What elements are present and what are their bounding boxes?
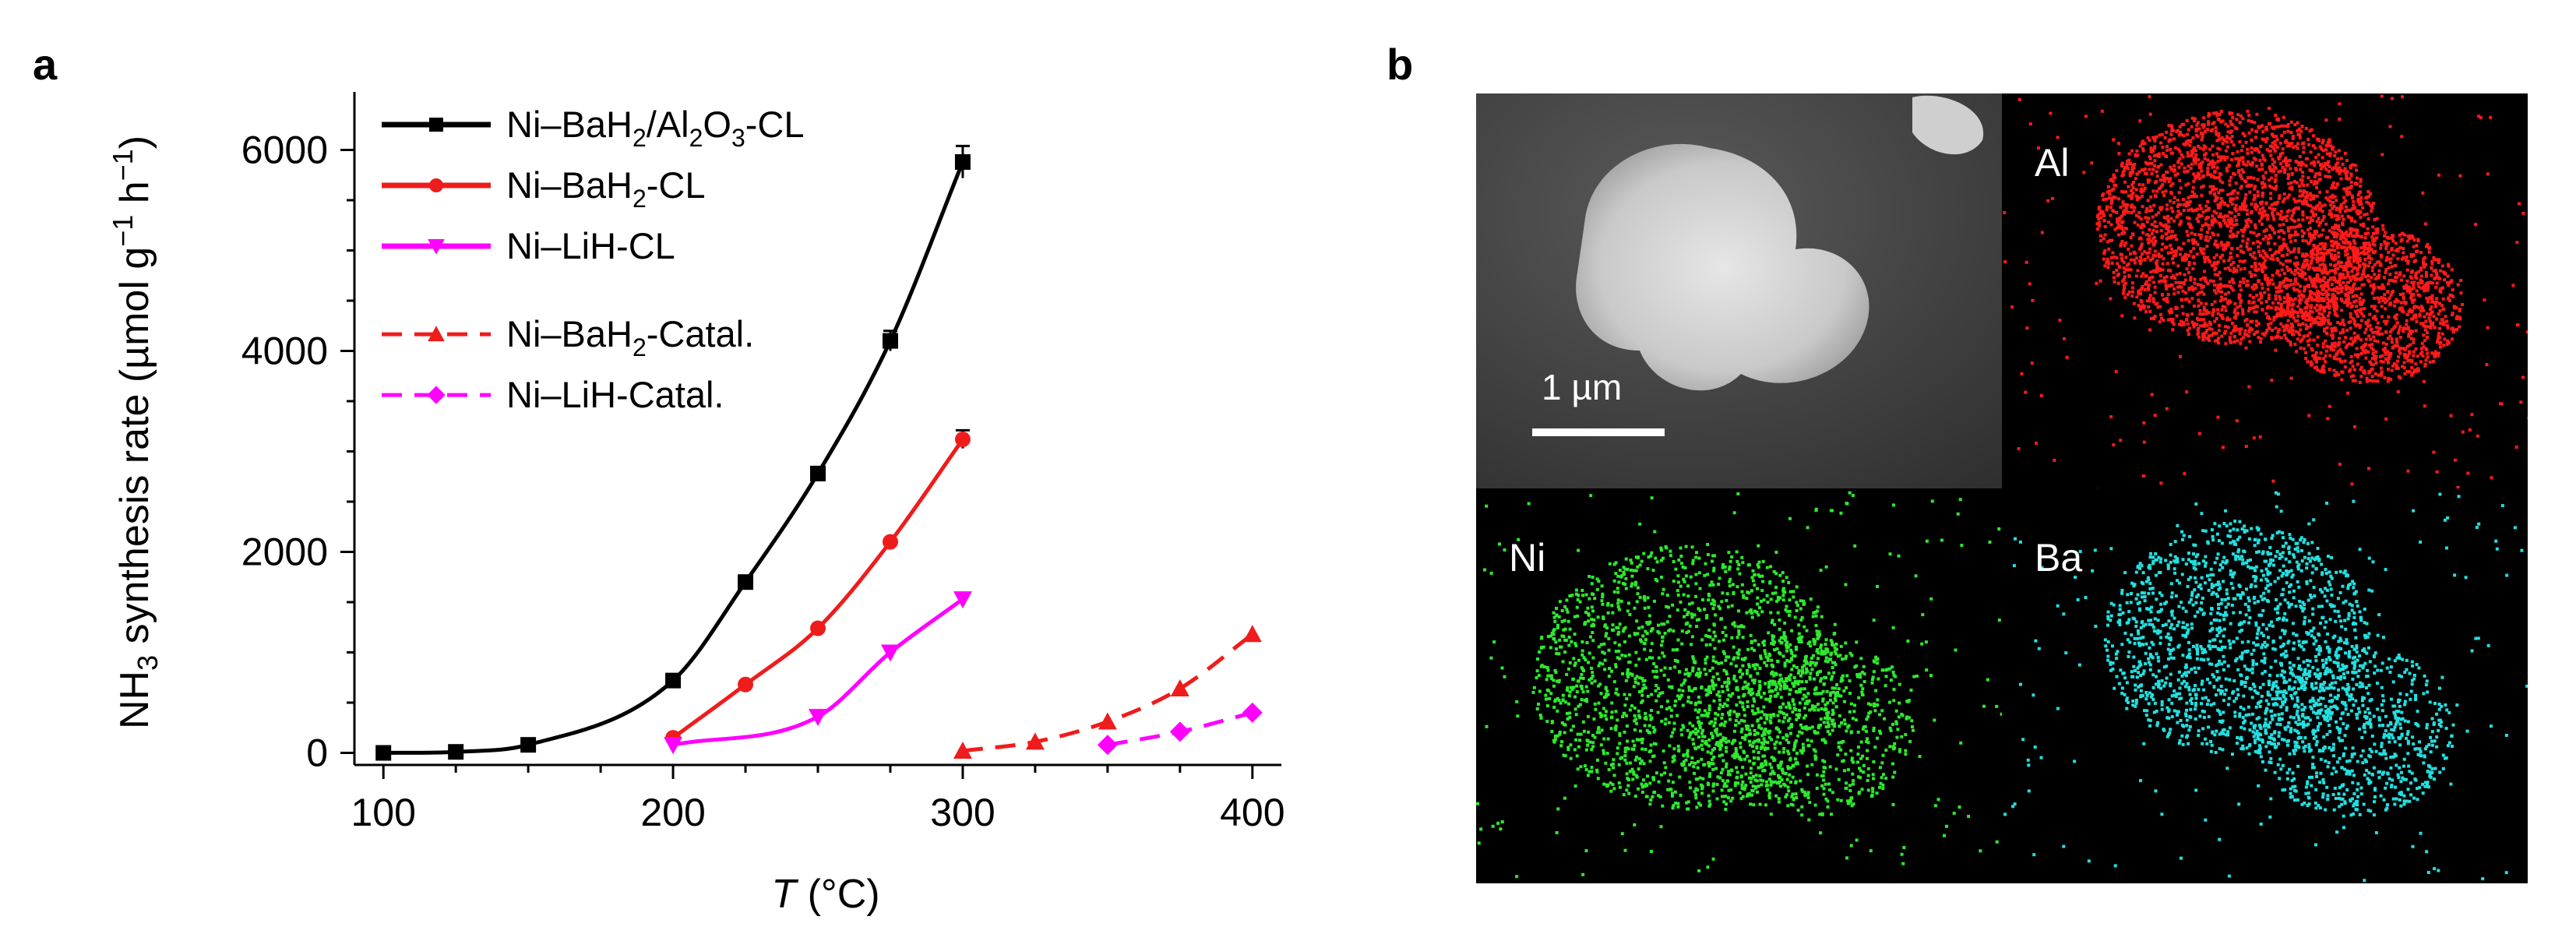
sem-image: 1 µm <box>1476 93 2002 488</box>
legend-entry-4: Ni–LiH-Catal. <box>382 374 724 415</box>
data-point <box>953 741 972 759</box>
al-label: Al <box>2035 141 2070 185</box>
data-point <box>953 591 972 609</box>
legend-marker <box>428 239 445 255</box>
data-point <box>738 574 754 590</box>
data-point <box>1169 721 1190 742</box>
data-point <box>1242 625 1262 643</box>
data-point <box>809 709 827 727</box>
series-line-1 <box>671 438 964 740</box>
series-2 <box>664 591 972 755</box>
panel-label-b: b <box>1387 40 1414 89</box>
sem-particles <box>1476 93 2002 488</box>
y-tick-label: 6000 <box>241 129 328 172</box>
series-line-2 <box>672 597 964 747</box>
data-point <box>520 737 537 753</box>
data-point <box>664 737 683 755</box>
legend-entry-2: Ni–LiH-CL <box>382 225 675 266</box>
legend-label: Ni–LiH-Catal. <box>506 374 724 415</box>
series-3 <box>953 625 1262 759</box>
scale-bar <box>1532 428 1665 436</box>
element-signal-dots <box>2003 94 2528 488</box>
data-point <box>1170 678 1189 696</box>
legend-entry-0: Ni–BaH2/Al2O3-CL <box>382 104 805 152</box>
synthesis-rate-chart: 0 2000 4000 6000 100 200 300 400 T (°C) NH3 synth… <box>107 92 1285 917</box>
legend-marker <box>429 178 443 192</box>
data-point <box>880 644 900 662</box>
data-point <box>1242 702 1263 723</box>
legend-label: Ni–BaH2-Catal. <box>506 313 754 361</box>
series-0 <box>375 144 971 761</box>
x-tick-label: 200 <box>640 791 705 834</box>
data-point <box>1097 735 1118 756</box>
data-point <box>738 676 754 692</box>
data-point <box>954 432 971 448</box>
ba-label: Ba <box>2035 536 2083 580</box>
data-point <box>448 744 464 760</box>
y-tick-label: 4000 <box>241 330 328 373</box>
data-point <box>1025 732 1045 750</box>
legend-entry-3: Ni–BaH2-Catal. <box>382 313 754 361</box>
y-tick-label: 0 <box>306 731 328 775</box>
panel-label-a: a <box>33 40 58 89</box>
elemental-map-panel: 1 µm Al Ni Ba <box>1476 93 2528 884</box>
element-signal-dots <box>1476 491 2002 879</box>
legend-marker <box>429 118 443 132</box>
series-line-3 <box>962 633 1254 753</box>
x-tick-label: 400 <box>1220 791 1284 834</box>
data-point <box>810 620 826 636</box>
legend-label: Ni–LiH-CL <box>506 225 675 266</box>
series-4 <box>1097 702 1263 756</box>
al-map: Al <box>2002 93 2528 488</box>
ba-map: Ba <box>2002 488 2528 883</box>
data-point <box>1098 712 1117 730</box>
data-point <box>882 534 898 550</box>
element-signal-dots <box>2003 491 2528 883</box>
legend-entry-1: Ni–BaH2-CL <box>382 164 705 213</box>
chart-legend: Ni–BaH2/Al2O3-CL Ni–BaH2-CL Ni–LiH-CL Ni–Ba… <box>382 104 805 415</box>
data-point <box>375 745 392 761</box>
x-tick-label: 300 <box>930 791 995 834</box>
ni-label: Ni <box>1509 536 1546 580</box>
legend-label: Ni–BaH2/Al2O3-CL <box>506 104 805 152</box>
ni-map: Ni <box>1476 488 2002 883</box>
data-point <box>954 153 971 170</box>
scale-bar-label: 1 µm <box>1542 367 1623 407</box>
legend-label: Ni–BaH2-CL <box>506 164 705 213</box>
x-axis-title: T (°C) <box>771 872 879 917</box>
y-axis-title: NH3 synthesis rate (µmol g−1 h−1) <box>107 136 164 729</box>
legend-marker <box>428 326 445 342</box>
data-point <box>665 672 682 689</box>
y-tick-label: 2000 <box>241 530 328 574</box>
data-point <box>882 333 898 349</box>
data-point <box>810 465 826 481</box>
legend-marker <box>427 386 446 404</box>
x-tick-label: 100 <box>351 791 415 834</box>
